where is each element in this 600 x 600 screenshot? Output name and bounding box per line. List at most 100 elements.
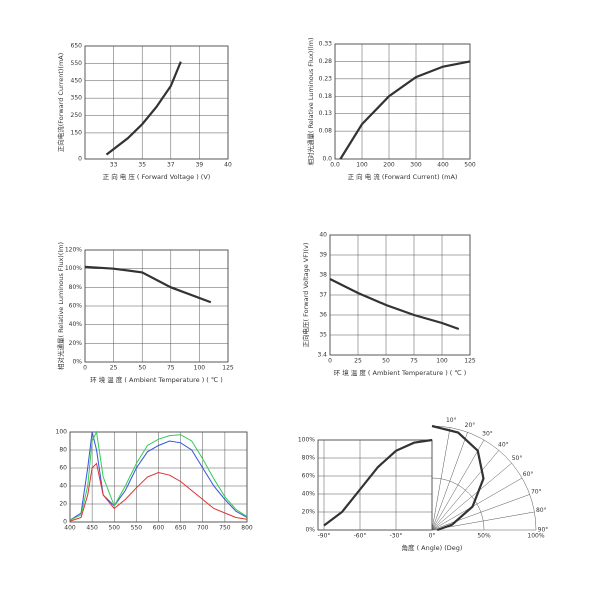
radial-tick-label: 100% bbox=[527, 533, 544, 540]
x-tick-label: 35 bbox=[138, 162, 146, 169]
y-tick-label: 0.33 bbox=[319, 41, 333, 48]
x-tick-label: 300 bbox=[410, 162, 422, 169]
x-tick-label: 750 bbox=[219, 525, 231, 532]
y-tick-label: 20% bbox=[69, 340, 83, 347]
x-axis-label: 环 境 温 度 ( Ambient Temperature ) ( ℃ ) bbox=[334, 368, 467, 377]
y-tick-label: 20 bbox=[59, 501, 67, 508]
polar-spoke bbox=[431, 432, 468, 531]
x-tick-label: 500 bbox=[109, 525, 121, 532]
y-tick-label: 100% bbox=[65, 265, 82, 272]
y-tick-label: 37 bbox=[319, 292, 327, 299]
x-tick-label: 50 bbox=[138, 365, 146, 372]
y-axis-label: 正向电压( Forward Voltage VF)(v) bbox=[301, 243, 310, 348]
angle-label: 50° bbox=[512, 455, 523, 462]
x-tick-label: 125 bbox=[464, 358, 476, 365]
x-tick-label: 400 bbox=[64, 525, 76, 532]
x-tick-label: 500 bbox=[464, 162, 476, 169]
polar-spoke bbox=[431, 427, 451, 531]
x-tick-label: 0.0 bbox=[330, 162, 340, 169]
x-tick-label: 39 bbox=[196, 162, 204, 169]
polar-ring bbox=[431, 477, 485, 531]
x-tick-label: 75 bbox=[410, 358, 418, 365]
radial-tick-label: 50% bbox=[477, 533, 491, 540]
y-tick-label: 40% bbox=[69, 321, 83, 328]
y-tick-label: 80% bbox=[69, 284, 83, 291]
data-line bbox=[323, 438, 433, 527]
y-tick-label: 0 bbox=[78, 156, 82, 163]
y-tick-label: 450 bbox=[71, 77, 83, 84]
y-tick-label: 100 bbox=[56, 429, 68, 436]
y-tick-label: 0% bbox=[72, 359, 82, 366]
x-tick-label: 75 bbox=[167, 365, 175, 372]
y-tick-label: 350 bbox=[71, 95, 83, 102]
x-tick-label: 0 bbox=[328, 358, 332, 365]
x-tick-label: 600 bbox=[153, 525, 165, 532]
angle-label: 20° bbox=[465, 422, 476, 429]
y-tick-label: 0.18 bbox=[319, 93, 333, 100]
y-tick-label: 550 bbox=[71, 60, 83, 67]
y-tick-label: 150 bbox=[71, 129, 83, 136]
y-tick-label: 40 bbox=[319, 232, 327, 239]
x-tick-label: 450 bbox=[86, 525, 98, 532]
y-tick-label: 0.28 bbox=[319, 58, 333, 65]
y-tick-label: 40 bbox=[59, 483, 67, 490]
plot-frame bbox=[84, 45, 229, 160]
x-axis-label: 正 向 电 流 (Forward Current) (mA) bbox=[348, 172, 458, 181]
data-line bbox=[69, 431, 248, 521]
y-tick-label: 36 bbox=[319, 312, 327, 319]
x-tick-label: 100 bbox=[356, 162, 368, 169]
x-tick-label: -30° bbox=[390, 533, 403, 540]
x-tick-label: 37 bbox=[167, 162, 175, 169]
y-tick-label: 35 bbox=[319, 332, 327, 339]
y-tick-label: 120% bbox=[65, 247, 82, 254]
x-tick-label: -90° bbox=[318, 533, 331, 540]
x-tick-label: 0° bbox=[429, 533, 436, 540]
polar-spoke bbox=[431, 450, 500, 531]
x-tick-label: 25 bbox=[110, 365, 118, 372]
y-tick-label: 0.23 bbox=[319, 75, 333, 82]
angle-label: 70° bbox=[531, 489, 542, 496]
x-tick-label: 700 bbox=[197, 525, 209, 532]
y-tick-label: 20% bbox=[302, 509, 316, 516]
y-tick-label: 40% bbox=[302, 491, 316, 498]
x-axis-label: 正 向 电 压 ( Forward Voltage ) (V) bbox=[103, 172, 211, 181]
data-line bbox=[329, 278, 460, 331]
y-tick-label: 0.0 bbox=[322, 156, 332, 163]
polar-spoke bbox=[431, 462, 512, 531]
angle-label: 90° bbox=[538, 527, 549, 534]
y-tick-label: 250 bbox=[71, 112, 83, 119]
polar-ring bbox=[431, 425, 537, 531]
x-axis-label: 环 境 温 度 ( Ambient Temperature ) ( ℃ ) bbox=[90, 375, 223, 384]
y-tick-label: 80 bbox=[59, 447, 67, 454]
y-tick-label: 60% bbox=[302, 473, 316, 480]
polar-line bbox=[431, 424, 485, 532]
angle-label: 30° bbox=[482, 430, 493, 437]
x-tick-label: 25 bbox=[354, 358, 362, 365]
angle-label: 10° bbox=[446, 417, 457, 424]
angle-label: 40° bbox=[498, 441, 509, 448]
data-line bbox=[69, 462, 248, 522]
data-line bbox=[69, 430, 248, 521]
y-tick-label: 0.08 bbox=[319, 128, 333, 135]
x-tick-label: 100 bbox=[436, 358, 448, 365]
y-tick-label: 60 bbox=[59, 465, 67, 472]
x-tick-label: 800 bbox=[241, 525, 253, 532]
polar-spoke bbox=[431, 439, 485, 531]
y-tick-label: 80% bbox=[302, 455, 316, 462]
y-tick-label: 0 bbox=[63, 519, 67, 526]
x-tick-label: 50 bbox=[382, 358, 390, 365]
y-axis-label: 相对光通量( Relative Luminous Flux)(lm) bbox=[56, 242, 65, 370]
polar-spoke bbox=[431, 494, 530, 531]
polar-spoke bbox=[431, 477, 523, 531]
angle-label: 60° bbox=[523, 471, 534, 478]
y-tick-label: 60% bbox=[69, 303, 83, 310]
x-tick-label: 400 bbox=[437, 162, 449, 169]
y-axis-label: 相对光通量( Relative Luminous Flux)(lm) bbox=[306, 37, 315, 165]
x-tick-label: 40 bbox=[224, 162, 232, 169]
data-line bbox=[105, 61, 182, 156]
y-tick-label: 39 bbox=[319, 252, 327, 259]
y-tick-label: 100% bbox=[298, 437, 315, 444]
y-tick-label: 0% bbox=[305, 527, 315, 534]
x-tick-label: 200 bbox=[383, 162, 395, 169]
